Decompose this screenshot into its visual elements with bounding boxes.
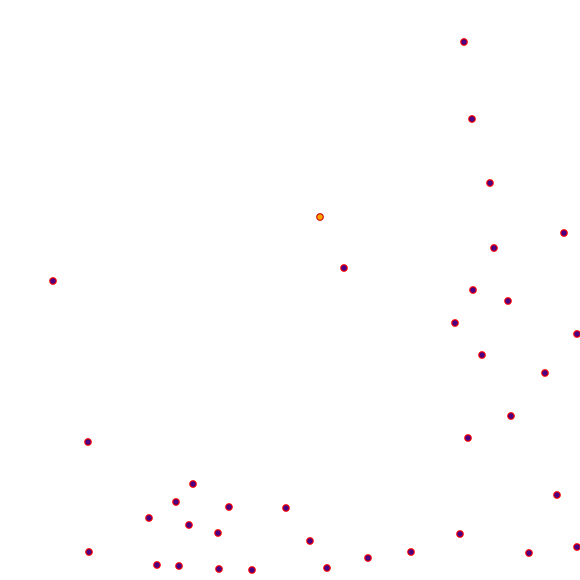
map-marker[interactable] <box>214 529 222 537</box>
map-marker[interactable] <box>185 521 193 529</box>
map-marker[interactable] <box>282 504 290 512</box>
map-marker[interactable] <box>460 38 468 46</box>
map-marker[interactable] <box>478 351 486 359</box>
map-marker[interactable] <box>153 561 161 569</box>
map-marker[interactable] <box>573 330 580 338</box>
map-marker[interactable] <box>175 562 183 570</box>
map-marker[interactable] <box>306 537 314 545</box>
map-marker[interactable] <box>172 498 180 506</box>
map-marker[interactable] <box>215 565 223 573</box>
map-marker[interactable] <box>464 434 472 442</box>
map-marker[interactable] <box>504 297 512 305</box>
map-marker[interactable] <box>507 412 515 420</box>
map-marker[interactable] <box>189 480 197 488</box>
highlight-layer <box>316 213 324 221</box>
map-marker[interactable] <box>541 369 549 377</box>
map-marker[interactable] <box>85 548 93 556</box>
map-marker[interactable] <box>553 491 561 499</box>
map-marker[interactable] <box>468 115 476 123</box>
map-marker[interactable] <box>456 530 464 538</box>
map-marker[interactable] <box>486 179 494 187</box>
map-marker[interactable] <box>407 548 415 556</box>
map-marker[interactable] <box>248 566 256 574</box>
map-marker[interactable] <box>469 286 477 294</box>
map-marker[interactable] <box>451 319 459 327</box>
marker-layer <box>49 38 580 574</box>
map-marker[interactable] <box>145 514 153 522</box>
map-marker[interactable] <box>573 543 580 551</box>
map-marker[interactable] <box>323 564 331 572</box>
map-marker[interactable] <box>560 229 568 237</box>
map-marker[interactable] <box>225 503 233 511</box>
map-marker[interactable] <box>490 244 498 252</box>
map-marker[interactable] <box>84 438 92 446</box>
highlighted-map-marker[interactable] <box>316 213 324 221</box>
map-marker[interactable] <box>525 549 533 557</box>
map-marker[interactable] <box>340 264 348 272</box>
map-marker[interactable] <box>49 277 57 285</box>
map-marker[interactable] <box>364 554 372 562</box>
